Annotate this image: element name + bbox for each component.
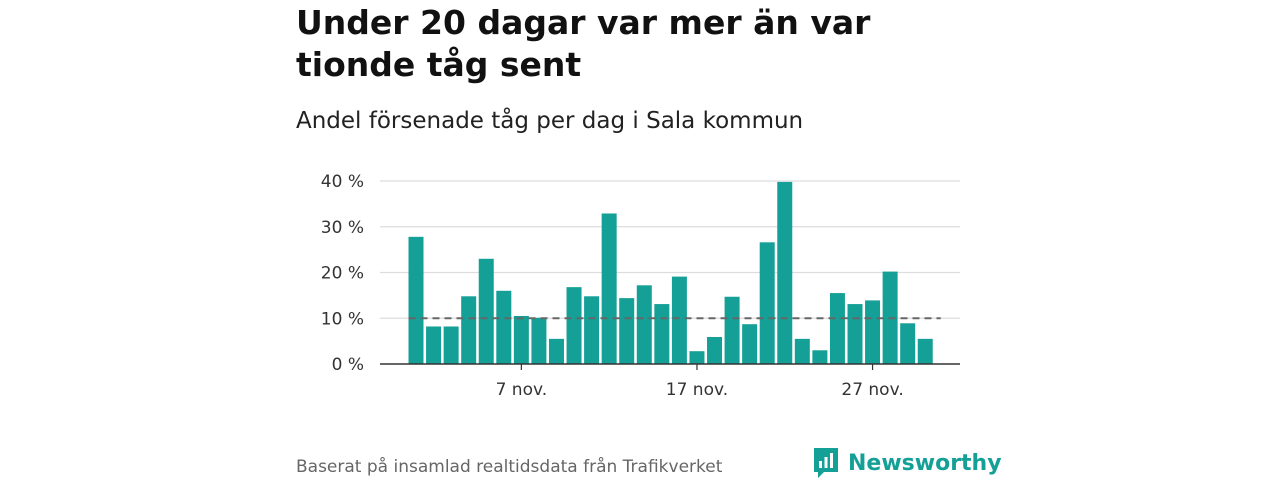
y-tick-label: 40 % [321,172,364,192]
bar [759,242,775,364]
bar [900,323,916,364]
bar [619,298,635,364]
bar [777,181,793,364]
bar [671,276,687,364]
source-note: Baserat på insamlad realtidsdata från Tr… [296,457,723,477]
bar [689,351,705,364]
y-tick-label: 10 % [321,309,364,329]
bar [496,290,512,364]
bar [812,350,828,364]
newsworthy-logo-icon [814,448,838,478]
bar [408,236,424,364]
x-tick-label: 27 nov. [841,380,903,400]
bar [461,296,477,364]
brand-name: Newsworthy [848,450,1002,476]
bar [478,258,494,364]
bar [548,338,564,364]
bar [707,337,723,364]
bar [636,285,652,364]
bar [917,338,933,364]
bar [724,296,740,364]
bar [742,324,758,364]
bar [531,317,547,364]
x-tick-label: 17 nov. [666,380,728,400]
bar-chart: 0 % 10 % 20 % 30 % 40 % 7 nov. 17 nov. 27 nov. [321,172,960,400]
bar [654,304,670,364]
bar [584,296,600,364]
x-tick-label: 7 nov. [496,380,548,400]
bar [847,304,863,364]
y-tick-label: 20 % [321,264,364,284]
chart-title: Under 20 dagar var mer än var tionde tåg… [296,3,871,84]
y-tick-label: 0 % [332,355,364,375]
bar [865,300,881,364]
bar [443,326,459,364]
bar [794,338,810,364]
brand-logo: Newsworthy [812,445,1002,481]
bar [426,326,442,364]
y-tick-label: 30 % [321,218,364,238]
bar [601,213,617,364]
bar [829,293,845,364]
chart-subtitle: Andel försenade tåg per dag i Sala kommu… [296,108,804,134]
bar [566,287,582,364]
bar [513,315,529,364]
